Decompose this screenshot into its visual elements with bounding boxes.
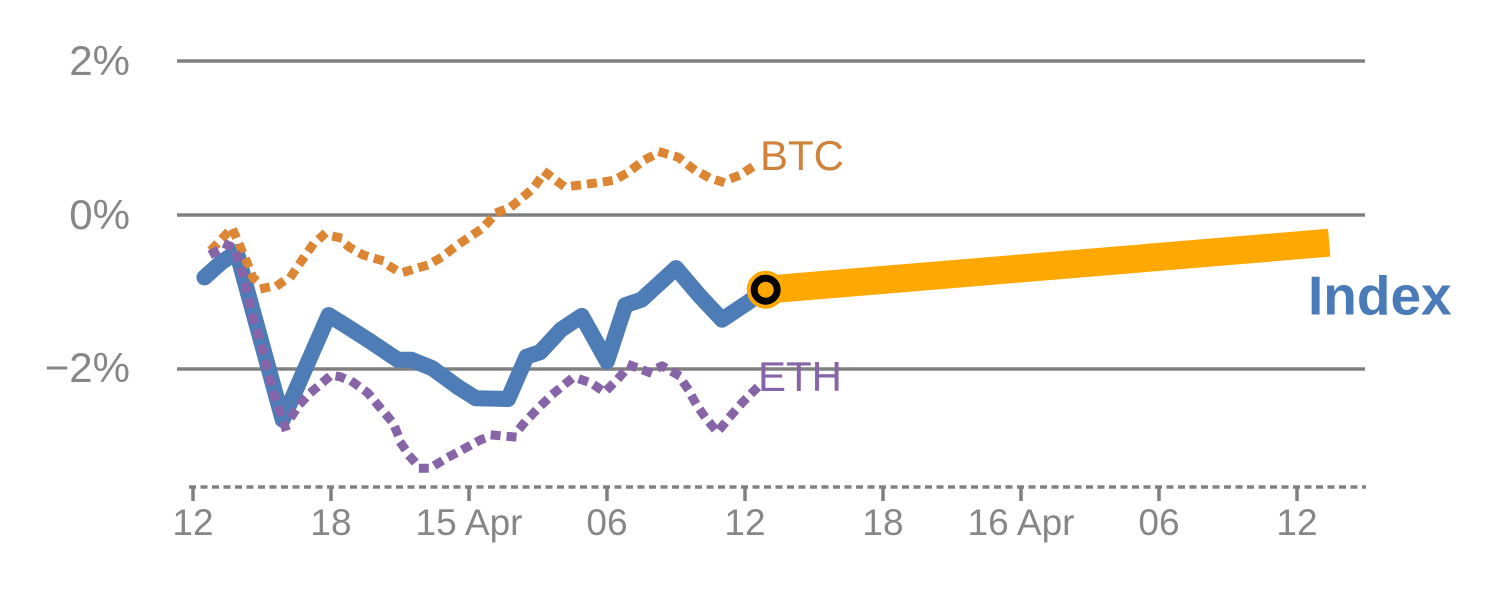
x-tick-label: 12 <box>724 502 766 543</box>
btc-series-label: BTC <box>760 132 844 179</box>
eth-series-label: ETH <box>758 353 842 400</box>
x-tick-label: 16 Apr <box>967 502 1075 543</box>
eth-line <box>207 240 763 473</box>
forecast-line <box>764 228 1331 304</box>
forecast-start-marker-ring <box>750 274 781 305</box>
x-tick-label: 18 <box>862 502 904 543</box>
index-line <box>196 244 774 428</box>
x-tick-label: 15 Apr <box>415 502 523 543</box>
index-series-label: Index <box>1308 264 1452 327</box>
x-tick-label: 12 <box>172 502 214 543</box>
btc-line <box>207 147 759 293</box>
x-tick-label: 06 <box>1138 502 1180 543</box>
x-tick-label: 18 <box>310 502 352 543</box>
y-axis-label-2pct: 2% <box>69 37 130 84</box>
x-tick-label: 12 <box>1276 502 1318 543</box>
y-axis-label-0pct: 0% <box>69 191 130 238</box>
y-axis-label-neg2pct: −2% <box>44 344 130 391</box>
x-tick-label: 06 <box>586 502 628 543</box>
